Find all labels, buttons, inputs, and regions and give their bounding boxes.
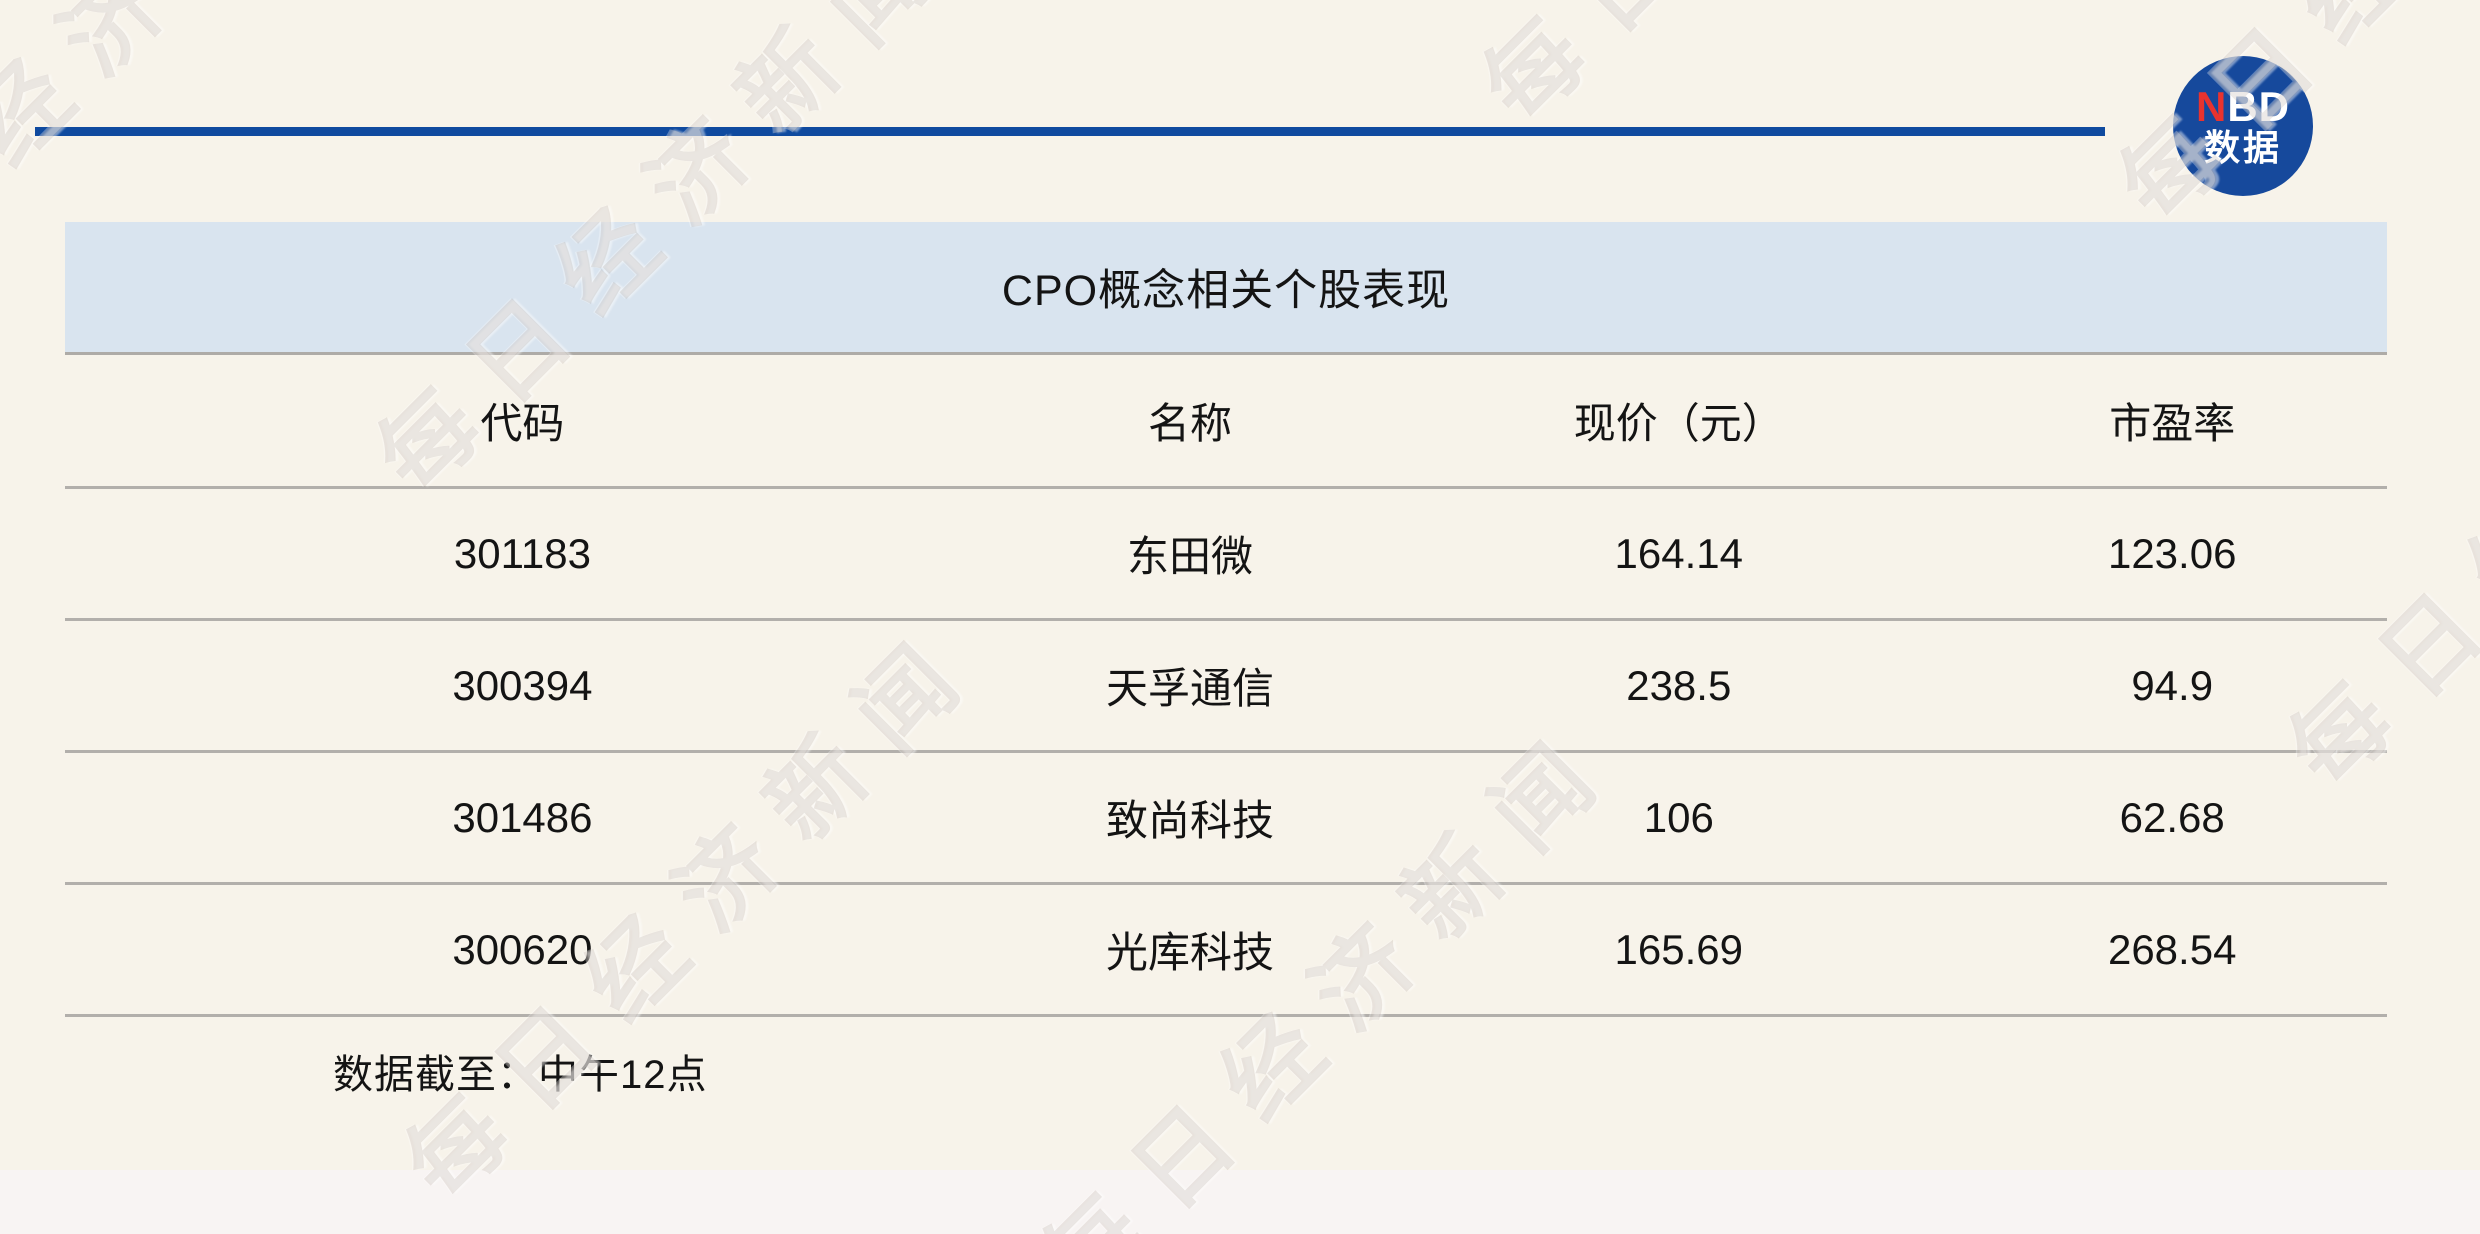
logo-letter-n: N xyxy=(2195,83,2228,131)
stock-table: 代码 名称 现价（元） 市盈率 301183 东田微 164.14 123.06… xyxy=(65,355,2387,1017)
logo-nbd-text: NBD xyxy=(2195,83,2290,131)
nbd-data-logo: NBD 数据 xyxy=(2173,56,2313,196)
cell-name: 致尚科技 xyxy=(979,751,1401,885)
cell-name: 东田微 xyxy=(979,487,1401,621)
cell-pe: 62.68 xyxy=(1957,751,2387,885)
cell-price: 238.5 xyxy=(1400,619,1958,753)
col-header-name: 名称 xyxy=(979,355,1401,489)
logo-shuju-text: 数据 xyxy=(2203,127,2282,169)
cell-pe: 94.9 xyxy=(1957,619,2387,753)
table-row: 300620 光库科技 165.69 268.54 xyxy=(65,883,2387,1017)
stock-table-container: CPO概念相关个股表现 代码 名称 现价（元） 市盈率 301183 东田 xyxy=(65,222,2387,1017)
col-header-pe: 市盈率 xyxy=(1957,355,2387,489)
table-row: 301183 东田微 164.14 123.06 xyxy=(65,487,2387,621)
cell-code: 300394 xyxy=(65,619,980,753)
table-title: CPO概念相关个股表现 xyxy=(65,222,2387,355)
cell-code: 301486 xyxy=(65,751,980,885)
col-header-price: 现价（元） xyxy=(1400,355,1958,489)
cell-price: 106 xyxy=(1400,751,1958,885)
bottom-band xyxy=(0,1170,2480,1234)
cell-name: 光库科技 xyxy=(979,883,1401,1017)
cell-pe: 268.54 xyxy=(1957,883,2387,1017)
cell-price: 164.14 xyxy=(1400,487,1958,621)
logo-letters-bd: BD xyxy=(2227,83,2290,131)
header-divider-rule xyxy=(35,127,2105,136)
cell-pe: 123.06 xyxy=(1957,487,2387,621)
data-cutoff-note: 数据截至：中午12点 xyxy=(333,1053,708,1097)
cell-code: 300620 xyxy=(65,883,980,1017)
cell-code: 301183 xyxy=(65,487,980,621)
col-header-code: 代码 xyxy=(65,355,980,489)
cell-name: 天孚通信 xyxy=(979,619,1401,753)
table-row: 301486 致尚科技 106 62.68 xyxy=(65,751,2387,885)
table-header-row: 代码 名称 现价（元） 市盈率 xyxy=(65,355,2387,489)
cell-price: 165.69 xyxy=(1400,883,1958,1017)
table-row: 300394 天孚通信 238.5 94.9 xyxy=(65,619,2387,753)
